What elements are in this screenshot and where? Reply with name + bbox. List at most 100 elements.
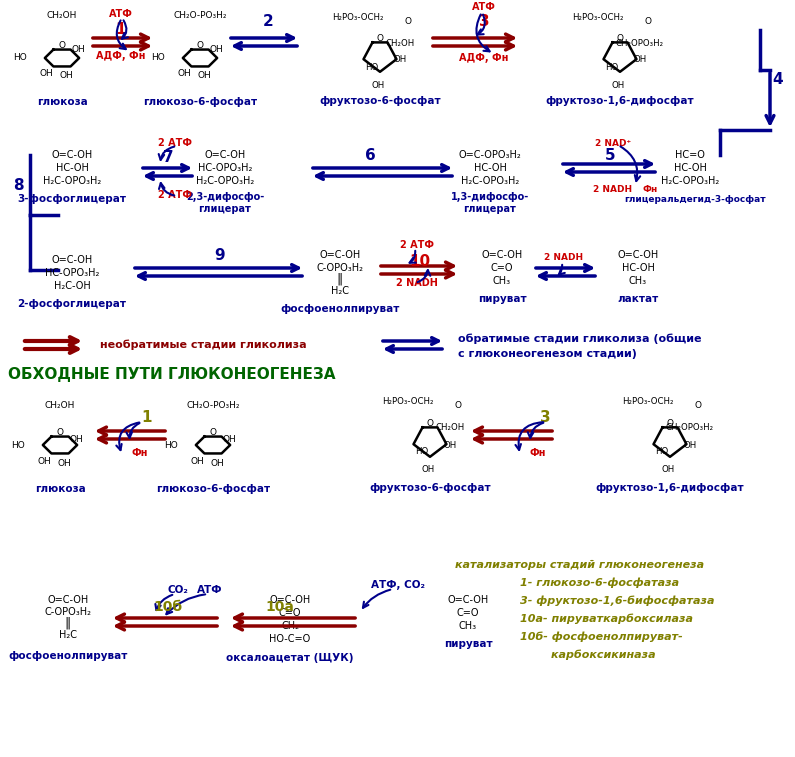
Text: HC-OH: HC-OH <box>673 163 707 173</box>
Text: OH: OH <box>210 459 224 468</box>
Text: OH: OH <box>371 80 385 89</box>
Text: ‖: ‖ <box>65 616 71 630</box>
Text: C-OPO₃H₂: C-OPO₃H₂ <box>316 263 363 273</box>
Text: O: O <box>455 401 462 410</box>
Text: 2 NADH: 2 NADH <box>593 185 633 195</box>
Text: O=C-OPO₃H₂: O=C-OPO₃H₂ <box>459 150 522 160</box>
Text: H₂C: H₂C <box>59 630 77 640</box>
Text: 3: 3 <box>540 410 550 425</box>
Text: Фн: Фн <box>132 448 148 458</box>
Text: OH: OH <box>444 441 456 450</box>
Text: фосфоенолпируват: фосфоенолпируват <box>281 304 400 314</box>
Text: C=O: C=O <box>279 608 301 618</box>
Text: CH₂OH: CH₂OH <box>47 11 77 20</box>
Text: 2-фосфоглицерат: 2-фосфоглицерат <box>17 299 126 309</box>
Text: CH₃: CH₃ <box>493 276 511 286</box>
Text: 1: 1 <box>142 410 153 425</box>
Text: OH: OH <box>634 55 646 64</box>
Text: OH: OH <box>222 435 236 444</box>
Text: HC-OH: HC-OH <box>622 263 654 273</box>
Text: АДФ, Фн: АДФ, Фн <box>96 51 145 61</box>
Text: CH₂O-PO₃H₂: CH₂O-PO₃H₂ <box>173 11 227 20</box>
Text: ‖: ‖ <box>337 273 343 285</box>
Text: OH: OH <box>190 456 204 466</box>
Text: 1- глюкозо-6-фосфатаза: 1- глюкозо-6-фосфатаза <box>520 578 679 588</box>
Text: 10а- пируваткарбоксилаза: 10а- пируваткарбоксилаза <box>520 614 693 625</box>
Text: 4: 4 <box>773 73 783 88</box>
Text: HC-OPO₃H₂: HC-OPO₃H₂ <box>198 163 252 173</box>
Text: O: O <box>196 41 204 50</box>
Text: O: O <box>56 428 64 437</box>
Text: HO-C=O: HO-C=O <box>270 634 311 644</box>
Text: O=C-OH: O=C-OH <box>618 250 658 260</box>
Text: глицеральдегид-3-фосфат: глицеральдегид-3-фосфат <box>624 195 766 204</box>
Text: с глюконеогенезом стадии): с глюконеогенезом стадии) <box>458 349 637 359</box>
Text: O: O <box>426 419 433 428</box>
Text: 2: 2 <box>262 14 273 30</box>
Text: CH₂O-PO₃H₂: CH₂O-PO₃H₂ <box>186 400 240 410</box>
Text: 8: 8 <box>13 177 23 192</box>
Text: OH: OH <box>684 441 696 450</box>
Text: C=O: C=O <box>457 608 479 618</box>
Text: глюкозо-6-фосфат: глюкозо-6-фосфат <box>156 484 270 494</box>
Text: лактат: лактат <box>618 294 658 304</box>
Text: OH: OH <box>611 80 625 89</box>
Text: АТФ: АТФ <box>197 585 223 595</box>
Text: O=C-OH: O=C-OH <box>48 595 88 605</box>
Text: 3: 3 <box>479 14 489 30</box>
Text: OH: OH <box>197 71 211 80</box>
Text: O=C-OH: O=C-OH <box>52 150 93 160</box>
Text: 2 АТФ: 2 АТФ <box>158 138 192 148</box>
Text: 1: 1 <box>116 23 126 38</box>
Text: H₂PO₃-OCH₂: H₂PO₃-OCH₂ <box>572 13 624 21</box>
Text: HO: HO <box>655 447 669 456</box>
Text: 2 NAD⁺: 2 NAD⁺ <box>595 139 631 148</box>
Text: OH: OH <box>71 45 85 55</box>
Text: OH: OH <box>59 71 73 80</box>
Text: 7: 7 <box>163 149 173 164</box>
Text: глицерат: глицерат <box>463 204 517 214</box>
Text: АТФ: АТФ <box>472 2 496 12</box>
Text: пируват: пируват <box>444 639 492 649</box>
Text: H₂PO₃-OCH₂: H₂PO₃-OCH₂ <box>382 397 434 407</box>
Text: O=C-OH: O=C-OH <box>204 150 246 160</box>
Text: Фн: Фн <box>529 448 546 458</box>
Text: HO: HO <box>11 441 25 450</box>
Text: HC=O: HC=O <box>675 150 705 160</box>
Text: CH₂OH: CH₂OH <box>436 423 464 432</box>
Text: HO: HO <box>415 447 429 456</box>
Text: 2 NADH: 2 NADH <box>545 254 584 263</box>
Text: HC-OPO₃H₂: HC-OPO₃H₂ <box>45 268 99 278</box>
Text: HO: HO <box>151 54 165 63</box>
Text: АДФ, Фн: АДФ, Фн <box>460 53 509 63</box>
Text: 3- фруктозо-1,6-бифосфатаза: 3- фруктозо-1,6-бифосфатаза <box>520 596 715 606</box>
Text: катализаторы стадий глюконеогенеза: катализаторы стадий глюконеогенеза <box>456 560 704 570</box>
Text: 10б- фосфоенолпируват-: 10б- фосфоенолпируват- <box>520 632 683 642</box>
Text: OH: OH <box>661 466 675 475</box>
Text: 9: 9 <box>215 248 225 263</box>
Text: необратимые стадии гликолиза: необратимые стадии гликолиза <box>100 340 307 350</box>
Text: 10а: 10а <box>266 600 294 614</box>
Text: O: O <box>210 428 216 437</box>
Text: HO: HO <box>164 441 178 450</box>
Text: H₂C-OPO₃H₂: H₂C-OPO₃H₂ <box>461 176 519 186</box>
Text: ОБХОДНЫЕ ПУТИ ГЛЮКОНЕОГЕНЕЗА: ОБХОДНЫЕ ПУТИ ГЛЮКОНЕОГЕНЕЗА <box>8 367 335 382</box>
Text: OH: OH <box>37 456 51 466</box>
Text: CH₂OH: CH₂OH <box>386 39 415 48</box>
Text: CH₂: CH₂ <box>281 621 299 631</box>
Text: оксалоацетат (ЩУК): оксалоацетат (ЩУК) <box>227 653 354 663</box>
Text: O=C-OH: O=C-OH <box>320 250 361 260</box>
Text: OH: OH <box>69 435 83 444</box>
Text: OH: OH <box>421 466 435 475</box>
Text: OH: OH <box>209 45 223 55</box>
Text: 2 АТФ: 2 АТФ <box>400 240 434 250</box>
Text: O=C-OH: O=C-OH <box>270 595 311 605</box>
Text: 1,3-дифосфо-: 1,3-дифосфо- <box>451 192 529 202</box>
Text: HC-OH: HC-OH <box>474 163 506 173</box>
Text: CH₂OH: CH₂OH <box>45 400 76 410</box>
Text: H₂C-OPO₃H₂: H₂C-OPO₃H₂ <box>196 176 254 186</box>
Text: OH: OH <box>394 55 406 64</box>
Text: H₂C-OPO₃H₂: H₂C-OPO₃H₂ <box>661 176 719 186</box>
Text: H₂C: H₂C <box>331 286 349 296</box>
Text: глицерат: глицерат <box>199 204 251 214</box>
